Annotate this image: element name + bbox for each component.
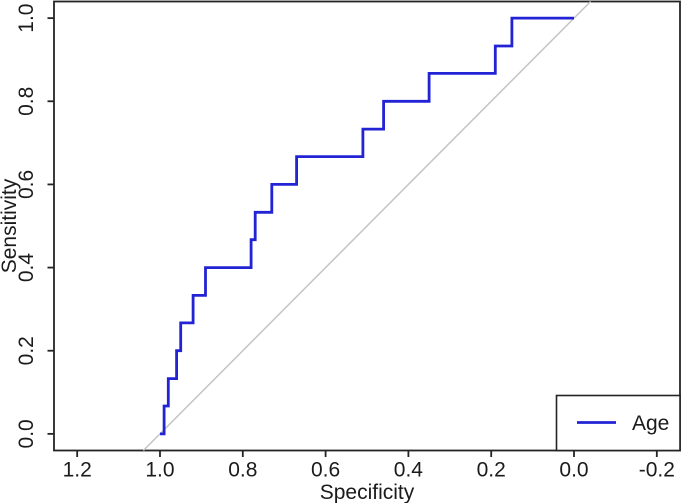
x-tick-label: -0.2 xyxy=(639,459,675,482)
y-axis-tick-labels: 0.0 0.2 0.4 0.6 0.8 1.0 xyxy=(15,4,38,449)
y-tick-label: 1.0 xyxy=(15,4,38,33)
x-tick-label: 1.2 xyxy=(63,459,92,482)
x-tick-label: 0.2 xyxy=(477,459,506,482)
y-tick-label: 0.6 xyxy=(15,170,38,199)
plot-border xyxy=(53,0,681,452)
y-axis-ticks xyxy=(47,17,54,435)
y-tick-label: 0.8 xyxy=(15,87,38,116)
x-axis-tick-labels: 1.2 1.0 0.8 0.6 0.4 0.2 0.0 -0.2 xyxy=(63,459,675,482)
x-tick-label: 0.6 xyxy=(311,459,340,482)
x-axis-title: Specificity xyxy=(320,481,415,503)
x-tick-label: 1.0 xyxy=(145,459,174,482)
y-tick-label: 0.4 xyxy=(15,253,38,283)
x-axis-ticks xyxy=(76,450,658,457)
x-tick-label: 0.0 xyxy=(559,459,588,482)
y-tick-label: 0.0 xyxy=(15,419,38,448)
legend: Age xyxy=(555,394,681,452)
y-tick-label: 0.2 xyxy=(15,336,38,365)
x-tick-label: 0.8 xyxy=(228,459,257,482)
y-axis-title: Sensitivity xyxy=(0,178,21,273)
x-tick-label: 0.4 xyxy=(394,459,424,482)
chance-diagonal-line xyxy=(142,0,592,452)
legend-label: Age xyxy=(632,412,669,435)
roc-curve-line xyxy=(160,16,574,436)
